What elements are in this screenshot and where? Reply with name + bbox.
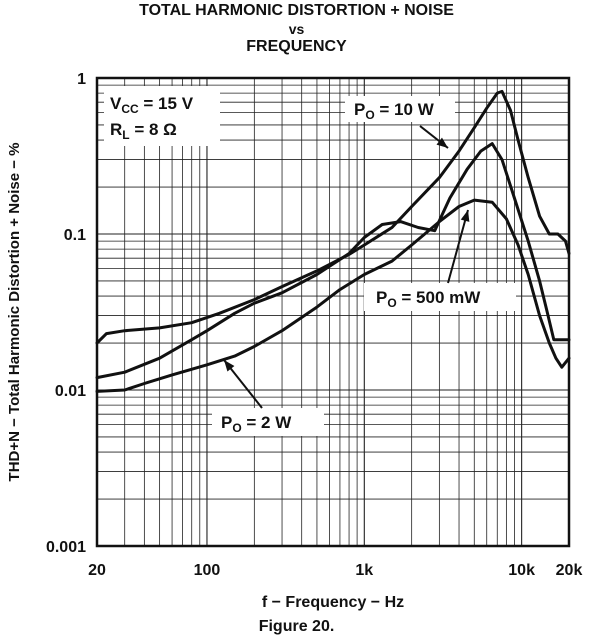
x-tick-label: 10k — [508, 562, 535, 579]
label-background — [345, 96, 455, 122]
arrow-shaft — [447, 209, 469, 284]
chart-title-line-3: FREQUENCY — [246, 38, 347, 55]
rl-condition-label: RL = 8 Ω — [110, 120, 177, 142]
y-tick-label: 1 — [77, 71, 86, 88]
figure-caption: Figure 20. — [258, 618, 335, 635]
thd-curve-2w — [95, 198, 571, 393]
thd-curve-500mw — [95, 142, 571, 380]
y-tick-label: 0.01 — [55, 383, 86, 400]
series-layer — [95, 89, 571, 393]
x-tick-label: 20k — [556, 562, 583, 579]
arrow-10w — [419, 125, 449, 149]
y-tick-label: 0.001 — [46, 539, 86, 556]
vcc-condition-label: VCC = 15 V — [110, 94, 194, 116]
y-axis-label: THD+N − Total Harmonic Distortion + Nois… — [6, 143, 23, 482]
x-axis-label: f − Frequency − Hz — [262, 594, 404, 611]
grid — [97, 78, 569, 546]
tick-labels: 20 100 1k 10k 20k 1 0.1 0.01 0.001 — [46, 71, 582, 579]
series-label-2w: PO = 2 W — [221, 413, 292, 435]
conditions-box — [104, 86, 220, 146]
label-background — [364, 283, 516, 311]
series-label-10w: PO = 10 W — [354, 100, 435, 122]
series-label-500mw: PO = 500 mW — [376, 288, 481, 310]
chart-title-line-1: TOTAL HARMONIC DISTORTION + NOISE — [139, 2, 454, 19]
arrow-head — [460, 210, 470, 222]
x-tick-label: 100 — [194, 562, 221, 579]
label-background — [212, 408, 324, 436]
arrow-head — [224, 360, 235, 372]
thd-curve-10w — [95, 89, 571, 345]
x-tick-label: 20 — [88, 562, 106, 579]
plot-frame — [95, 76, 571, 548]
x-tick-label: 1k — [355, 562, 373, 579]
annotation-layer: VCC = 15 V RL = 8 Ω PO = 10 W PO = 500 mW PO… — [104, 86, 516, 436]
arrow-500mw — [447, 209, 470, 284]
arrow-2w — [223, 359, 263, 409]
chart-title-line-2: vs — [288, 21, 305, 37]
arrow-head — [436, 137, 448, 148]
y-tick-label: 0.1 — [64, 227, 86, 244]
